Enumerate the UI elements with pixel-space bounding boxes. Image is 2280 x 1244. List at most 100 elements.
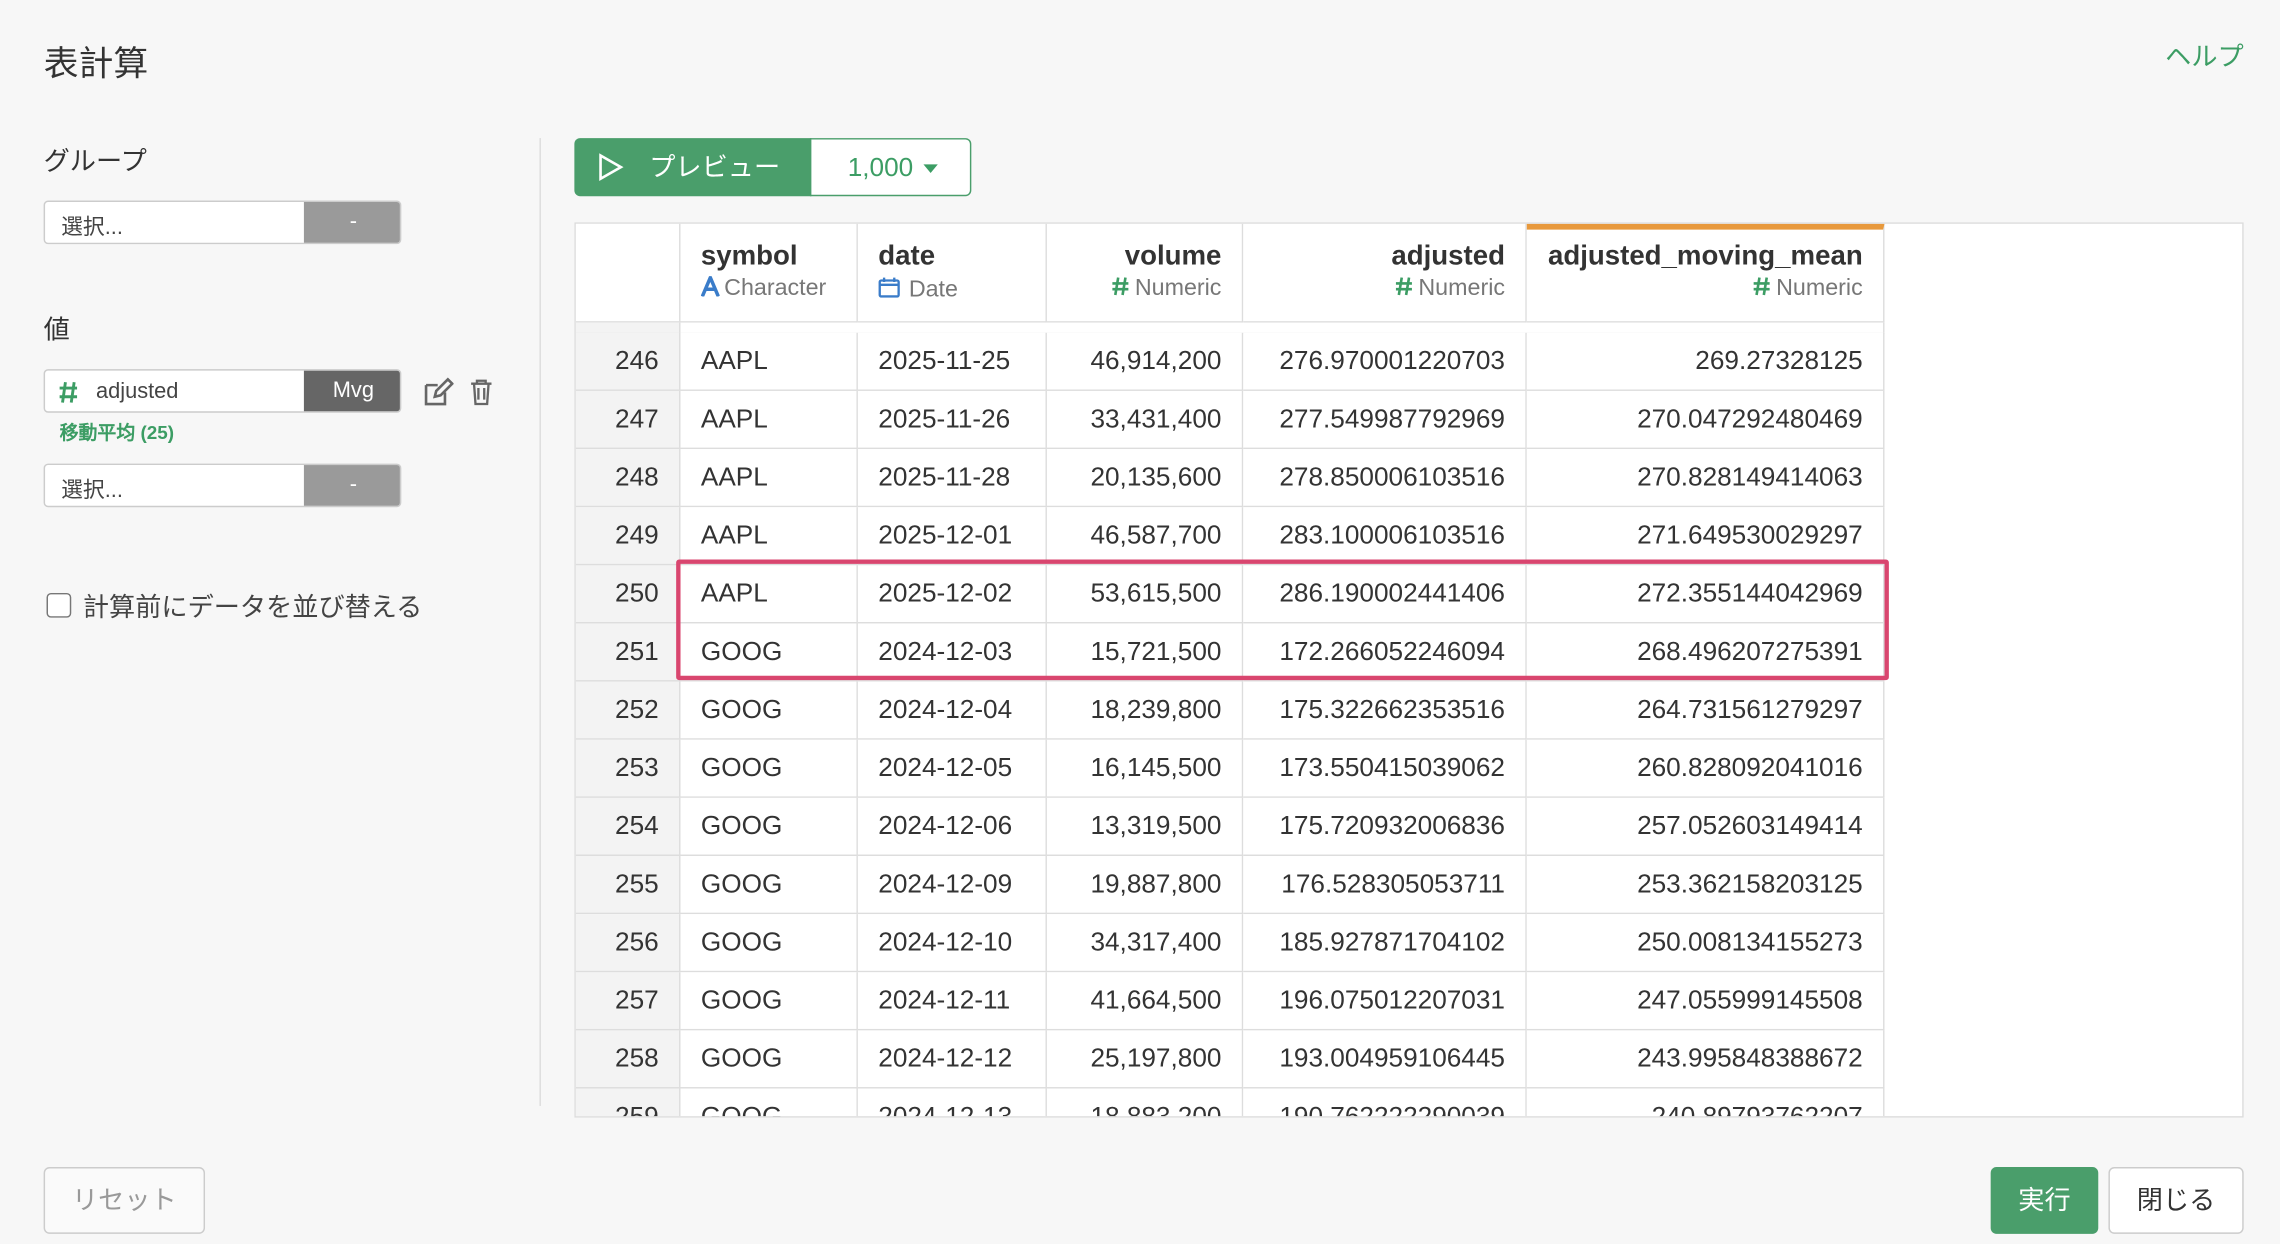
table-cell: 33,431,400 xyxy=(1046,390,1244,450)
column-type: Character xyxy=(700,273,836,302)
function-button[interactable]: Mvg xyxy=(303,370,400,412)
type-label: Numeric xyxy=(1776,276,1863,301)
title: 表計算 xyxy=(43,45,149,85)
table-cell: GOOG xyxy=(680,797,858,856)
column-type: Numeric xyxy=(1067,276,1221,302)
column-header: adjusted_moving_mean Numeric xyxy=(1526,223,1885,323)
table-cell: 272.355144042969 xyxy=(1526,565,1885,624)
value-select[interactable]: 選択... - xyxy=(43,463,402,508)
table-cell: AAPL xyxy=(680,565,858,624)
table-cell: 2024-12-05 xyxy=(857,739,1047,798)
close-button[interactable]: 閉じる xyxy=(2108,1166,2244,1234)
sort-label: 計算前にデータを並び替える xyxy=(82,592,423,623)
table-cell: 46,587,700 xyxy=(1046,507,1244,566)
table-cell: 270.828149414063 xyxy=(1526,449,1885,508)
count-text: 1,000 xyxy=(847,152,914,182)
table-cell: 2025-12-02 xyxy=(857,565,1047,624)
table-cell: 257.052603149414 xyxy=(1526,797,1885,856)
row-number: 254 xyxy=(575,797,681,856)
table-cell: 53,615,500 xyxy=(1046,565,1244,624)
table-cell: 13,319,500 xyxy=(1046,797,1244,856)
row-number: 257 xyxy=(575,972,681,1031)
column-name: adjusted xyxy=(1391,241,1505,272)
column-name: date xyxy=(878,241,936,272)
type-label: Numeric xyxy=(1418,276,1505,301)
caret xyxy=(923,164,938,173)
table-cell: 277.549987792969 xyxy=(1243,390,1527,450)
table-cell: 276.970001220703 xyxy=(1243,332,1527,391)
table-cell: 2024-12-13 xyxy=(857,1088,1047,1117)
column-type: Numeric xyxy=(1264,276,1505,302)
column-header: adjusted Numeric xyxy=(1243,223,1527,323)
table-cell: 16,145,500 xyxy=(1046,739,1244,798)
row-number: 258 xyxy=(575,1030,681,1089)
highlight-box xyxy=(676,559,1889,681)
column-type: Numeric xyxy=(1547,276,1863,302)
table-cell: 271.649530029297 xyxy=(1526,507,1885,566)
count-dropdown[interactable]: 1,000 xyxy=(809,138,972,197)
row-number: 256 xyxy=(575,914,681,973)
header-corner xyxy=(575,223,681,323)
group-label: グループ xyxy=(43,146,147,176)
row-number: 253 xyxy=(575,739,681,798)
group-button[interactable]: - xyxy=(303,202,400,243)
checkbox[interactable] xyxy=(46,592,72,618)
table-cell: 2024-12-03 xyxy=(857,623,1047,682)
table-cell: 2024-12-09 xyxy=(857,855,1047,915)
row-number: 246 xyxy=(575,332,681,391)
table-cell: 20,135,600 xyxy=(1046,449,1244,508)
table-cell: AAPL xyxy=(680,332,858,391)
row-number: 248 xyxy=(575,449,681,508)
table-cell: GOOG xyxy=(680,1030,858,1089)
row-number: 255 xyxy=(575,855,681,915)
help-link[interactable]: ヘルプ xyxy=(2165,42,2244,72)
value-button[interactable]: - xyxy=(303,465,400,506)
column-name: adjusted_moving_mean xyxy=(1547,241,1863,272)
preview-button[interactable]: プレビュー xyxy=(574,138,812,197)
run-button[interactable]: 実行 xyxy=(1990,1166,2099,1234)
table-cell: 2024-12-11 xyxy=(857,972,1047,1031)
table-cell: 34,317,400 xyxy=(1046,914,1244,973)
table-cell: 18,883,200 xyxy=(1046,1088,1244,1117)
group-select[interactable]: 選択... - xyxy=(43,200,402,245)
edit-icon[interactable] xyxy=(422,376,454,408)
table-cell: 264.731561279297 xyxy=(1526,681,1885,740)
table-cell: 240.89793762207 xyxy=(1526,1088,1885,1117)
table-cell: 175.720932006836 xyxy=(1243,797,1527,856)
placeholder: 選択... xyxy=(61,478,123,503)
row-number: 259 xyxy=(575,1088,681,1117)
row-number: 252 xyxy=(575,681,681,740)
table-cell: 247.055999145508 xyxy=(1526,972,1885,1031)
reset-button[interactable]: リセット xyxy=(43,1166,206,1234)
table-cell: 196.075012207031 xyxy=(1243,972,1527,1031)
table-cell: 176.528305053711 xyxy=(1243,855,1527,915)
table-cell: 2025-11-28 xyxy=(857,449,1047,508)
table-cell: 278.850006103516 xyxy=(1243,449,1527,508)
table-cell: 286.190002441406 xyxy=(1243,565,1527,624)
preview-text: プレビュー xyxy=(649,152,781,182)
table-cell: AAPL xyxy=(680,390,858,450)
table-cell: 270.047292480469 xyxy=(1526,390,1885,450)
delete-icon[interactable] xyxy=(470,378,493,407)
table-cell: 283.100006103516 xyxy=(1243,507,1527,566)
table-cell: 2024-12-10 xyxy=(857,914,1047,973)
table-cell: 25,197,800 xyxy=(1046,1030,1244,1089)
column-header: date Date xyxy=(857,223,1047,323)
table-cell: 193.004959106445 xyxy=(1243,1030,1527,1089)
table-cell: 250.008134155273 xyxy=(1526,914,1885,973)
table-cell: 2025-11-25 xyxy=(857,332,1047,391)
table-cell: GOOG xyxy=(680,739,858,798)
column-type: Date xyxy=(878,276,1025,304)
table-cell: AAPL xyxy=(680,449,858,508)
type-label: Character xyxy=(724,276,827,301)
table-cell: 46,914,200 xyxy=(1046,332,1244,391)
placeholder: 選択... xyxy=(61,215,123,240)
play-icon xyxy=(599,153,624,182)
field-name: adjusted xyxy=(95,379,179,405)
row-number: 250 xyxy=(575,565,681,624)
value-field[interactable]: adjusted Mvg xyxy=(43,369,402,413)
numeric-icon xyxy=(59,382,78,403)
table-cell: 2024-12-06 xyxy=(857,797,1047,856)
